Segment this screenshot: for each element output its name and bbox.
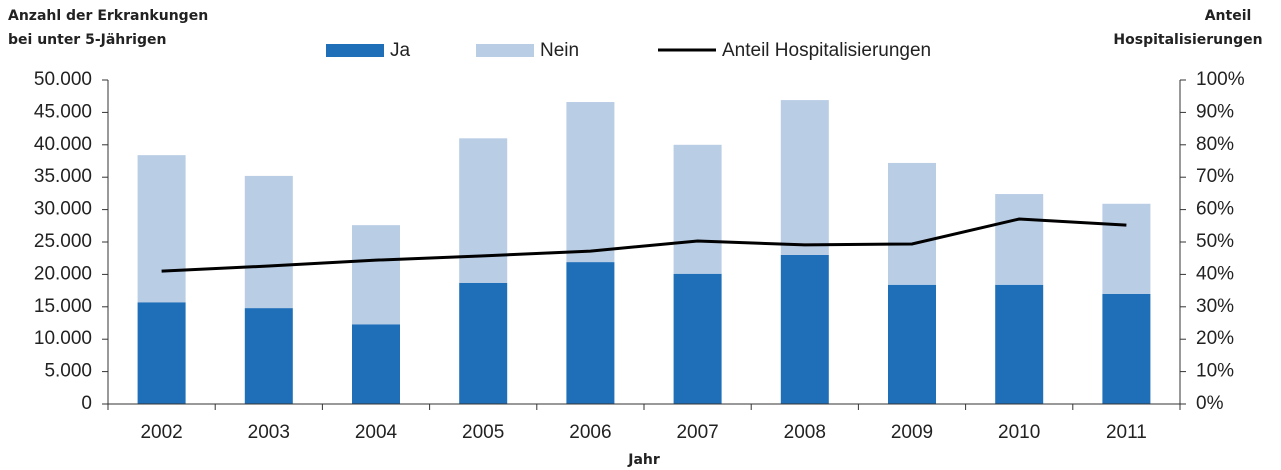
legend-swatch [326, 44, 384, 57]
y-tick-label: 15.000 [34, 296, 92, 317]
y-axis-title: bei unter 5-Jährigen [8, 32, 166, 48]
y2-axis-title: Anteil [1205, 8, 1252, 24]
bar [888, 284, 936, 404]
x-tick-label: 2007 [676, 422, 718, 443]
y-tick-label: 10.000 [34, 328, 92, 349]
bar [780, 254, 829, 404]
bar [1102, 293, 1151, 404]
y2-tick-label: 80% [1196, 134, 1234, 155]
bar [995, 194, 1044, 285]
bar [566, 102, 615, 263]
x-tick-label: 2006 [569, 422, 611, 443]
y2-tick-label: 90% [1196, 101, 1234, 122]
bar [137, 155, 186, 303]
y-tick-label: 25.000 [34, 231, 92, 252]
x-tick-label: 2008 [784, 422, 826, 443]
x-tick-label: 2010 [998, 422, 1040, 443]
legend-swatch [476, 44, 534, 57]
y-tick-label: 50.000 [34, 69, 92, 90]
y-tick-label: 5.000 [44, 361, 92, 382]
line [161, 217, 1127, 273]
x-tick-label: 2009 [891, 422, 933, 443]
y2-axis-title: Hospitalisierungen [1113, 32, 1262, 48]
bar [888, 162, 936, 285]
y2-tick-label: 40% [1196, 263, 1234, 284]
y2-tick-label: 0% [1196, 393, 1224, 414]
y-tick-label: 20.000 [34, 263, 92, 284]
x-tick-label: 2003 [248, 422, 290, 443]
y-axis-title: Anzahl der Erkrankungen [8, 8, 208, 24]
bar [137, 302, 186, 404]
y2-tick-label: 100% [1196, 69, 1245, 90]
x-tick-label: 2005 [462, 422, 504, 443]
bar [995, 284, 1044, 404]
x-tick-label: 2011 [1106, 422, 1147, 443]
bar [459, 282, 508, 404]
x-tick-label: 2004 [355, 422, 398, 443]
bar [566, 262, 615, 404]
y2-tick-label: 20% [1196, 328, 1234, 349]
y-tick-label: 40.000 [34, 134, 92, 155]
y2-tick-label: 60% [1196, 199, 1234, 220]
bar [1102, 203, 1151, 294]
bar [352, 225, 400, 325]
y-tick-label: 30.000 [34, 199, 92, 220]
legend-label: Anteil Hospitalisierungen [722, 40, 931, 61]
bar [352, 324, 400, 404]
y-tick-label: 0 [81, 393, 92, 414]
bar [673, 273, 722, 404]
y2-tick-label: 30% [1196, 296, 1234, 317]
y-tick-label: 35.000 [34, 166, 92, 187]
bar [244, 308, 293, 404]
y2-tick-label: 50% [1196, 231, 1234, 252]
x-tick-label: 2002 [140, 422, 182, 443]
y2-tick-label: 10% [1196, 361, 1234, 382]
bar [780, 100, 829, 255]
y-tick-label: 45.000 [34, 101, 92, 122]
bar [459, 138, 508, 283]
y2-tick-label: 70% [1196, 166, 1234, 187]
legend-label: Nein [540, 40, 579, 61]
bar [244, 175, 293, 309]
x-axis-title: Jahr [627, 452, 660, 468]
bar [673, 144, 722, 274]
legend-label: Ja [390, 40, 411, 61]
